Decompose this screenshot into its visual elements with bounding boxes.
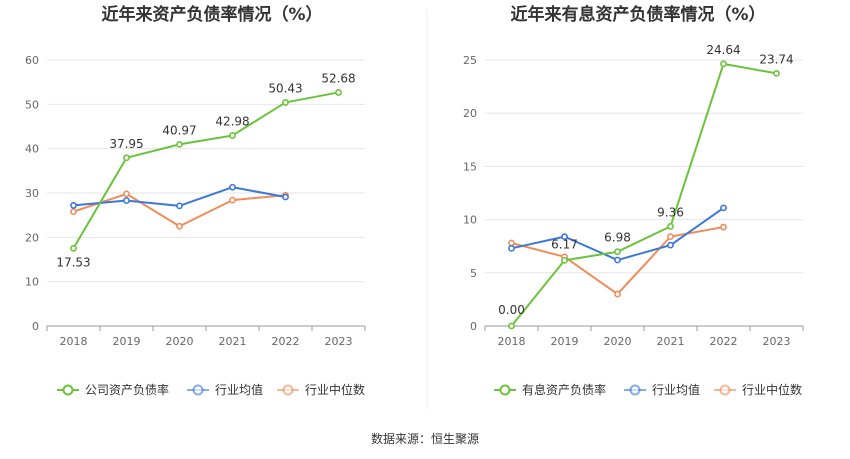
data-point[interactable] [229, 132, 236, 139]
data-point[interactable] [667, 241, 674, 249]
x-tick-label: 2021 [657, 335, 685, 348]
y-tick-label: 0 [470, 320, 477, 333]
data-point[interactable] [229, 183, 236, 191]
data-label: 40.97 [162, 123, 196, 137]
data-label: 6.17 [551, 237, 578, 251]
legend-item[interactable]: 行业均值 [624, 382, 700, 397]
y-tick-label: 30 [25, 187, 39, 200]
y-tick-label: 50 [25, 98, 39, 111]
data-point[interactable] [720, 204, 727, 212]
x-tick-label: 2019 [551, 335, 579, 348]
x-tick-label: 2022 [710, 335, 738, 348]
chart-debt-ratio: 近年来资产负债率情况（%） 0 10 20 30 40 50 60 2018 2019 2020 20… [25, 4, 366, 397]
data-point[interactable] [335, 89, 342, 96]
data-point[interactable] [176, 140, 183, 148]
legend-item[interactable]: 公司资产负债率 [57, 382, 169, 397]
data-label: 17.53 [56, 255, 90, 269]
chart-title: 近年来有息资产负债率情况（%） [510, 4, 765, 25]
data-point[interactable] [123, 190, 130, 198]
legend-swatch-marker [62, 384, 74, 396]
data-label: 0.00 [498, 303, 525, 317]
y-tick-label: 25 [463, 54, 477, 67]
x-tick-label: 2020 [604, 335, 632, 348]
data-point[interactable] [508, 239, 515, 247]
x-tick-label: 2023 [763, 335, 791, 348]
x-tick-label: 2023 [325, 335, 353, 348]
legend-label: 公司资产负债率 [85, 382, 169, 397]
data-point[interactable] [123, 154, 130, 162]
data-point[interactable] [614, 256, 621, 264]
x-tick-label: 2019 [113, 335, 141, 348]
legend-item[interactable]: 行业中位数 [277, 382, 365, 397]
data-point[interactable] [667, 233, 674, 241]
data-point[interactable] [282, 193, 289, 201]
legend-swatch-marker [282, 384, 294, 396]
data-label: 6.98 [604, 231, 631, 245]
legend-item[interactable]: 有息资产负债率 [494, 382, 606, 397]
legend-label: 行业均值 [652, 382, 700, 397]
y-tick-label: 60 [25, 54, 39, 67]
x-tick-label: 2020 [166, 335, 194, 348]
data-point[interactable] [614, 290, 621, 298]
data-label: 24.64 [706, 43, 740, 57]
x-tick-label: 2018 [498, 335, 526, 348]
y-tick-label: 20 [25, 231, 39, 244]
data-label: 42.98 [215, 114, 249, 128]
data-point[interactable] [667, 223, 674, 230]
data-point[interactable] [282, 99, 289, 106]
legend-label: 行业均值 [215, 382, 263, 397]
data-point[interactable] [561, 256, 568, 264]
series-line-0 [72, 91, 339, 249]
y-tick-label: 0 [32, 320, 39, 333]
data-point[interactable] [70, 208, 77, 216]
legend-swatch-marker [192, 384, 204, 396]
y-tick-label: 15 [463, 160, 477, 173]
series-line-0 [510, 62, 777, 327]
data-point[interactable] [561, 233, 568, 241]
data-point[interactable] [508, 322, 515, 330]
legend-swatch-marker [629, 384, 641, 396]
legend-label: 有息资产负债率 [522, 382, 606, 397]
y-tick-label: 5 [470, 267, 477, 280]
data-point[interactable] [70, 244, 77, 252]
series-line-2 [73, 192, 286, 228]
data-point[interactable] [773, 70, 780, 77]
legend-label: 行业中位数 [742, 382, 802, 397]
legend-label: 行业中位数 [305, 382, 365, 397]
x-tick-label: 2021 [219, 335, 247, 348]
data-point[interactable] [123, 197, 130, 204]
x-tick-label: 2022 [272, 335, 300, 348]
data-label: 9.36 [657, 205, 684, 219]
legend-item[interactable]: 行业均值 [187, 382, 263, 397]
x-tick-label: 2018 [60, 335, 88, 348]
data-point[interactable] [720, 223, 727, 231]
y-tick-label: 10 [463, 214, 477, 227]
y-tick-label: 20 [463, 107, 477, 120]
data-point[interactable] [176, 222, 183, 230]
y-tick-label: 40 [25, 143, 39, 156]
data-label: 52.68 [321, 71, 355, 85]
data-point[interactable] [614, 248, 621, 256]
data-label: 23.74 [759, 52, 793, 66]
data-point[interactable] [70, 202, 77, 209]
chart-interest-debt-ratio: 近年来有息资产负债率情况（%） 0 5 10 15 20 25 2018 2019 2020 202… [463, 4, 804, 397]
legend-item[interactable]: 行业中位数 [714, 382, 802, 397]
chart-title: 近年来资产负债率情况（%） [101, 4, 322, 25]
data-label: 50.43 [268, 81, 302, 95]
y-tick-label: 10 [25, 276, 39, 289]
data-point[interactable] [176, 202, 183, 210]
legend-swatch-marker [719, 384, 731, 396]
data-point[interactable] [720, 60, 727, 68]
data-point[interactable] [508, 244, 515, 252]
source-note: 数据来源：恒生聚源 [371, 431, 479, 446]
data-point[interactable] [229, 196, 236, 204]
data-label: 37.95 [109, 137, 143, 151]
legend-swatch-marker [499, 384, 511, 396]
